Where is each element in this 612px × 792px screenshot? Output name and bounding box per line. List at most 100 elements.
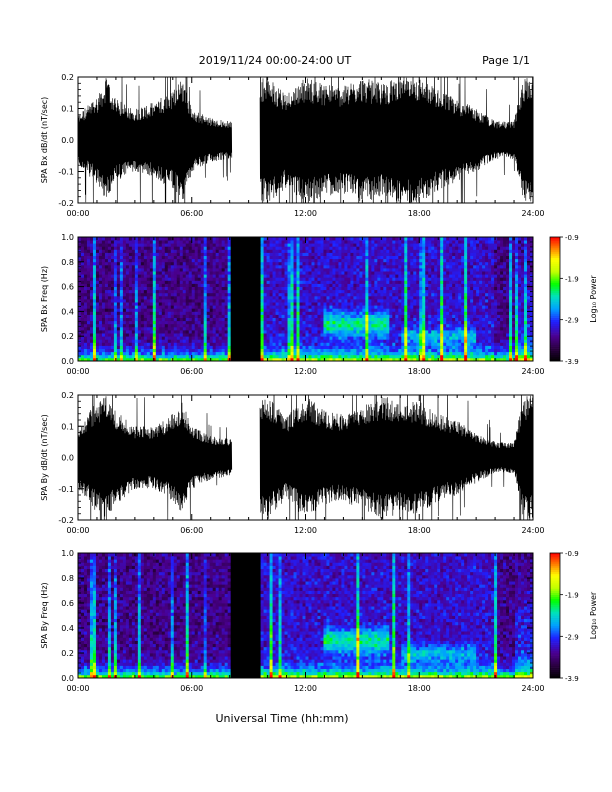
spectrogram-cell — [464, 274, 468, 278]
spectrogram-cell — [452, 274, 456, 278]
spectrogram-cell — [365, 308, 369, 312]
spectrogram-cell — [392, 277, 396, 281]
spectrogram-cell — [116, 249, 121, 253]
spectrogram-cell — [98, 292, 103, 297]
spectrogram-cell — [155, 286, 160, 291]
spectrogram-cell — [320, 311, 324, 315]
spectrogram-cell — [296, 351, 300, 356]
spectrogram-cell — [368, 249, 372, 253]
spectrogram-cell — [125, 289, 130, 294]
spectrogram-cell — [104, 258, 109, 263]
spectrogram-cell — [470, 323, 474, 328]
spectrogram-cell — [182, 286, 187, 291]
spectrogram-cell — [155, 268, 160, 272]
spectrogram-cell — [341, 252, 345, 256]
spectrogram-cell — [380, 330, 384, 334]
spectrogram-cell — [215, 292, 220, 297]
spectrogram-cell — [170, 308, 175, 312]
spectrogram-cell — [266, 252, 270, 256]
spectrogram-cell — [362, 326, 366, 331]
spectrogram-cell — [377, 246, 381, 250]
spectrogram-cell — [308, 240, 312, 244]
spectrogram-cell — [440, 308, 444, 312]
spectrogram-cell — [437, 345, 441, 349]
spectrogram-cell — [143, 351, 148, 356]
spectrogram-cell — [428, 299, 432, 303]
spectrogram-cell — [185, 240, 190, 244]
spectrogram-cell — [398, 305, 402, 309]
spectrogram-cell — [83, 289, 88, 294]
spectrogram-cell — [78, 357, 82, 362]
spectrogram-cell — [311, 258, 315, 263]
spectrogram-cell — [227, 339, 232, 343]
spectrogram-cell — [344, 268, 348, 272]
spectrogram-cell — [92, 252, 97, 256]
spectrogram-cell — [122, 274, 127, 278]
spectrogram-cell — [110, 295, 115, 300]
spectrogram-cell — [296, 289, 300, 294]
spectrogram-cell — [452, 323, 456, 328]
spectrogram-cell — [323, 305, 327, 309]
spectrogram-cell — [335, 277, 339, 281]
spectrogram-cell — [215, 305, 220, 309]
spectrogram-cell — [158, 333, 163, 337]
spectrogram-cell — [182, 255, 187, 260]
spectrogram-cell — [323, 317, 327, 322]
spectrogram-cell — [317, 320, 321, 325]
spectrogram-cell — [116, 261, 121, 266]
spectrogram-cell — [131, 339, 136, 343]
spectrogram-cell — [110, 286, 115, 291]
spectrogram-cell — [269, 317, 273, 322]
spectrogram-cell — [224, 264, 229, 269]
spectrogram-cell — [122, 345, 127, 349]
spectrogram-cell — [260, 264, 264, 269]
spectrogram-cell — [467, 351, 471, 356]
spectrogram-cell — [149, 252, 154, 256]
spectrogram-cell — [416, 292, 420, 297]
spectrogram-cell — [296, 246, 300, 250]
spectrogram-cell — [281, 351, 285, 356]
spectrogram-cell — [308, 357, 312, 362]
spectrogram-cell — [425, 302, 429, 306]
spectrogram-cell — [278, 258, 282, 263]
spectrogram-cell — [455, 299, 459, 303]
spectrogram-cell — [470, 336, 474, 340]
spectrogram-cell — [464, 292, 468, 297]
spectrogram-cell — [332, 243, 336, 247]
spectrogram-cell — [320, 336, 324, 340]
spectrogram-cell — [173, 292, 178, 297]
spectrogram-cell — [212, 277, 217, 281]
spectrogram-cell — [227, 326, 232, 331]
spectrogram-cell — [326, 243, 330, 247]
spectrogram-cell — [443, 342, 447, 346]
spectrogram-cell — [140, 342, 145, 346]
spectrogram-cell — [407, 345, 411, 349]
spectrogram-cell — [197, 261, 202, 266]
spectrogram-cell — [227, 252, 232, 256]
spectrogram-cell — [371, 348, 375, 353]
spectrogram-cell — [341, 255, 345, 260]
spectrogram-cell — [398, 302, 402, 306]
spectrogram-cell — [149, 354, 154, 359]
spectrogram-cell — [359, 330, 363, 334]
spectrogram-cell — [119, 348, 124, 353]
spectrogram-cell — [314, 292, 318, 297]
spectrogram-cell — [176, 292, 181, 297]
spectrogram-cell — [134, 311, 139, 315]
spectrogram-cell — [374, 271, 378, 275]
spectrogram-cell — [113, 299, 118, 303]
spectrogram-cell — [305, 283, 309, 287]
spectrogram-cell — [458, 305, 462, 309]
spectrogram-cell — [335, 336, 339, 340]
spectrogram-cell — [299, 320, 303, 325]
spectrogram-cell — [209, 274, 214, 278]
spectrogram-cell — [383, 339, 387, 343]
spectrogram-cell — [206, 249, 211, 253]
spectrogram-cell — [332, 354, 336, 359]
spectrogram-cell — [167, 246, 172, 250]
spectrogram-cell — [224, 305, 229, 309]
spectrogram-cell — [155, 252, 160, 256]
spectrogram-cell — [368, 305, 372, 309]
spectrogram-cell — [392, 258, 396, 263]
spectrogram-cell — [125, 246, 130, 250]
